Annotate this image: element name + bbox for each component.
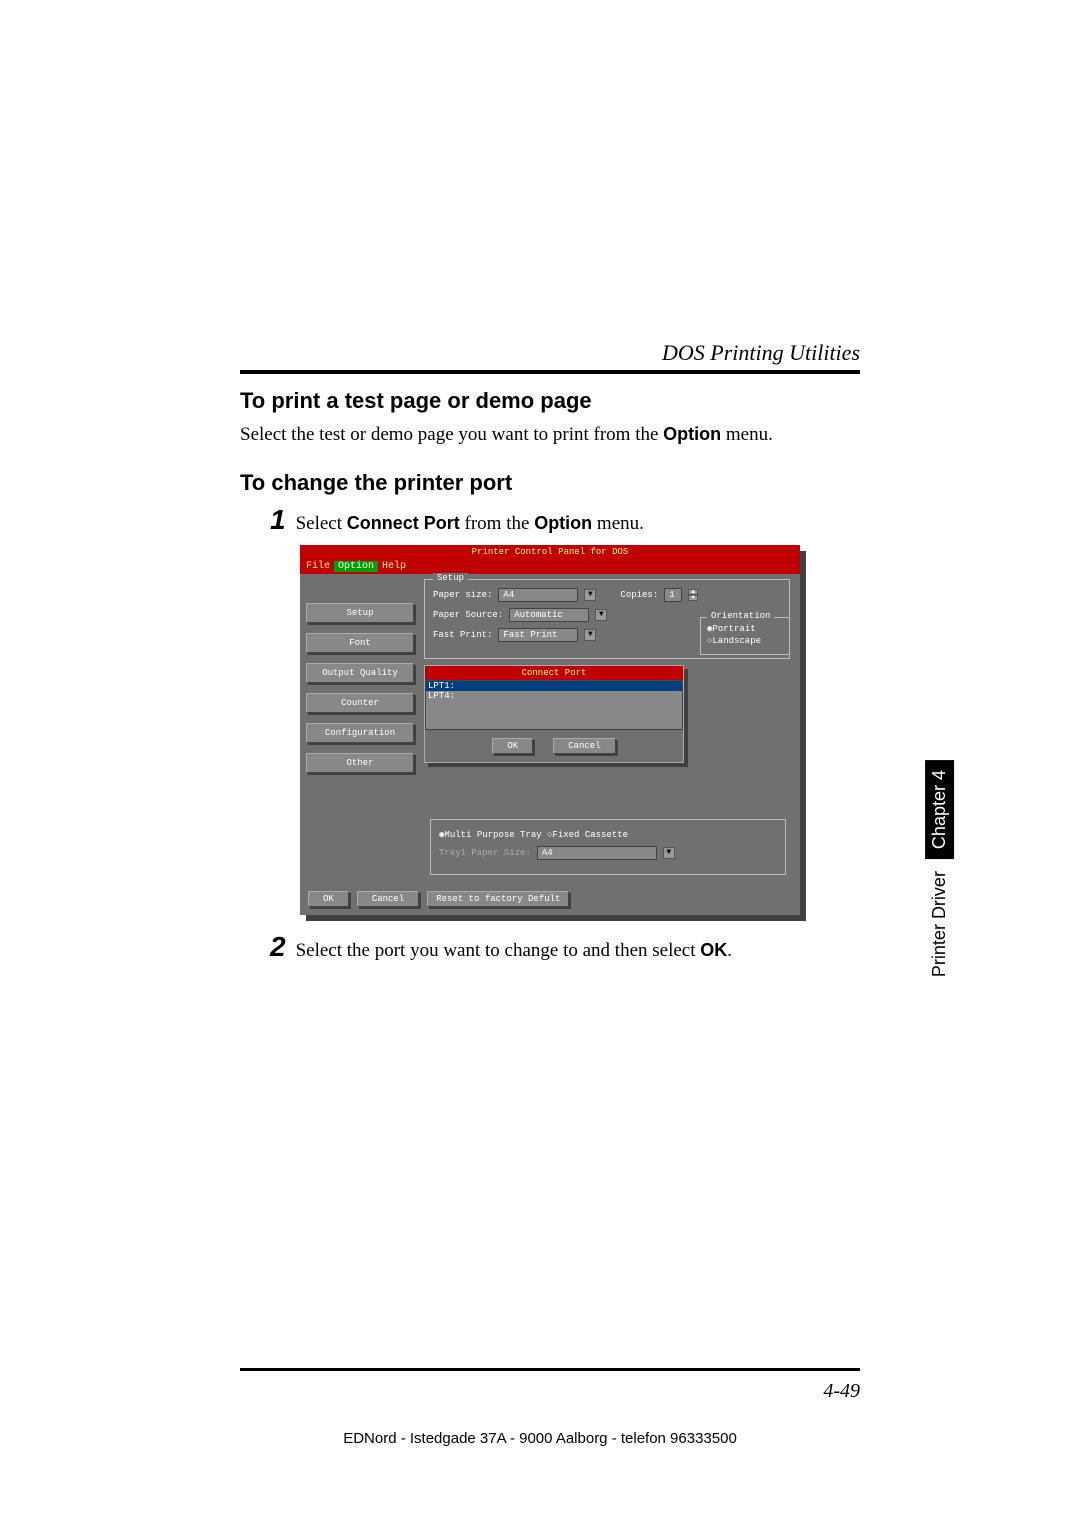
spinner-icon[interactable]: ▲▼ [688,589,698,601]
copies-field[interactable]: 1 [664,588,682,602]
footer-ok-button[interactable]: OK [308,891,349,907]
footer-text: EDNord - Istedgade 37A - 9000 Aalborg - … [0,1430,1080,1447]
dialog-cancel-button[interactable]: Cancel [553,738,615,754]
paper-size-field[interactable]: A4 [498,588,578,602]
radio-portrait[interactable]: ◉Portrait [707,624,783,634]
sidebar-output-quality[interactable]: Output Quality [306,663,414,683]
t: Select the port you want to change to an… [296,940,701,961]
side-tab-driver: Printer Driver [929,871,950,977]
port-list[interactable]: LPT1: LPT4: [425,680,683,730]
dos-title: Printer Control Panel for DOS [300,545,800,559]
tray-size-label: Tray1 Paper Size: [439,848,531,858]
t: . [727,940,732,961]
side-tab-chapter: Chapter 4 [925,760,954,859]
menu-file[interactable]: File [306,561,330,572]
menu-help[interactable]: Help [382,561,406,572]
text: Select the test or demo page you want to… [240,424,663,445]
setup-group-label: Setup [433,573,468,583]
paper-source-label: Paper Source: [433,610,503,620]
sidebar-other[interactable]: Other [306,753,414,773]
step-number: 1 [270,506,286,534]
dos-sidebar: Setup Font Output Quality Counter Config… [300,573,420,915]
option-bold: Option [663,424,721,444]
page-content: DOS Printing Utilities To print a test p… [240,340,860,972]
tray-group: ◉Multi Purpose Tray ○Fixed Cassette Tray… [430,819,786,875]
sidebar-font[interactable]: Font [306,633,414,653]
rule-top [240,370,860,374]
dropdown-icon[interactable]: ▼ [663,847,675,859]
connect-port-dialog: Connect Port LPT1: LPT4: OK Cancel [424,665,684,763]
port-item-selected[interactable]: LPT1: [426,681,682,691]
footer-cancel-button[interactable]: Cancel [357,891,419,907]
t: menu. [592,513,644,534]
dos-screenshot: Printer Control Panel for DOS File Optio… [300,545,800,915]
heading-test-page: To print a test page or demo page [240,388,860,414]
page-number: 4-49 [240,1380,860,1403]
orientation-label: Orientation [707,611,774,621]
paper-source-field[interactable]: Automatic [509,608,589,622]
t: from the [460,513,534,534]
sidebar-setup[interactable]: Setup [306,603,414,623]
dropdown-icon[interactable]: ▼ [584,589,596,601]
dropdown-icon[interactable]: ▼ [584,629,596,641]
dos-footer-buttons: OK Cancel Reset to factory Defult [308,891,569,907]
radio-landscape[interactable]: ○Landscape [707,636,783,646]
rule-bottom [240,1368,860,1371]
menu-option[interactable]: Option [334,561,378,572]
dos-menubar: File Option Help [300,559,800,574]
dialog-title: Connect Port [425,666,683,680]
step-text: Select the port you want to change to an… [296,940,732,962]
tray-radio[interactable]: ◉Multi Purpose Tray ○Fixed Cassette [439,830,777,840]
fast-print-field[interactable]: Fast Print [498,628,578,642]
sidebar-counter[interactable]: Counter [306,693,414,713]
footer-reset-button[interactable]: Reset to factory Defult [427,891,569,907]
heading-change-port: To change the printer port [240,470,860,496]
connect-port-bold: Connect Port [347,513,460,533]
sidebar-configuration[interactable]: Configuration [306,723,414,743]
side-tab: Printer Driver Chapter 4 [925,760,954,977]
t: Select [296,513,347,534]
step-2: 2 Select the port you want to change to … [270,933,860,962]
text: menu. [721,424,773,445]
orientation-group: Orientation ◉Portrait ○Landscape [700,617,790,655]
tray-size-field[interactable]: A4 [537,846,657,860]
step-number: 2 [270,933,286,961]
step-text: Select Connect Port from the Option menu… [296,513,644,535]
option-bold: Option [534,513,592,533]
dialog-ok-button[interactable]: OK [492,738,533,754]
step-1: 1 Select Connect Port from the Option me… [270,506,860,535]
dropdown-icon[interactable]: ▼ [595,609,607,621]
fast-print-label: Fast Print: [433,630,492,640]
port-item[interactable]: LPT4: [426,691,682,701]
section-header: DOS Printing Utilities [240,340,860,366]
ok-bold: OK [700,940,727,960]
copies-label: Copies: [620,590,658,600]
para-test-page: Select the test or demo page you want to… [240,424,860,446]
paper-size-label: Paper size: [433,590,492,600]
